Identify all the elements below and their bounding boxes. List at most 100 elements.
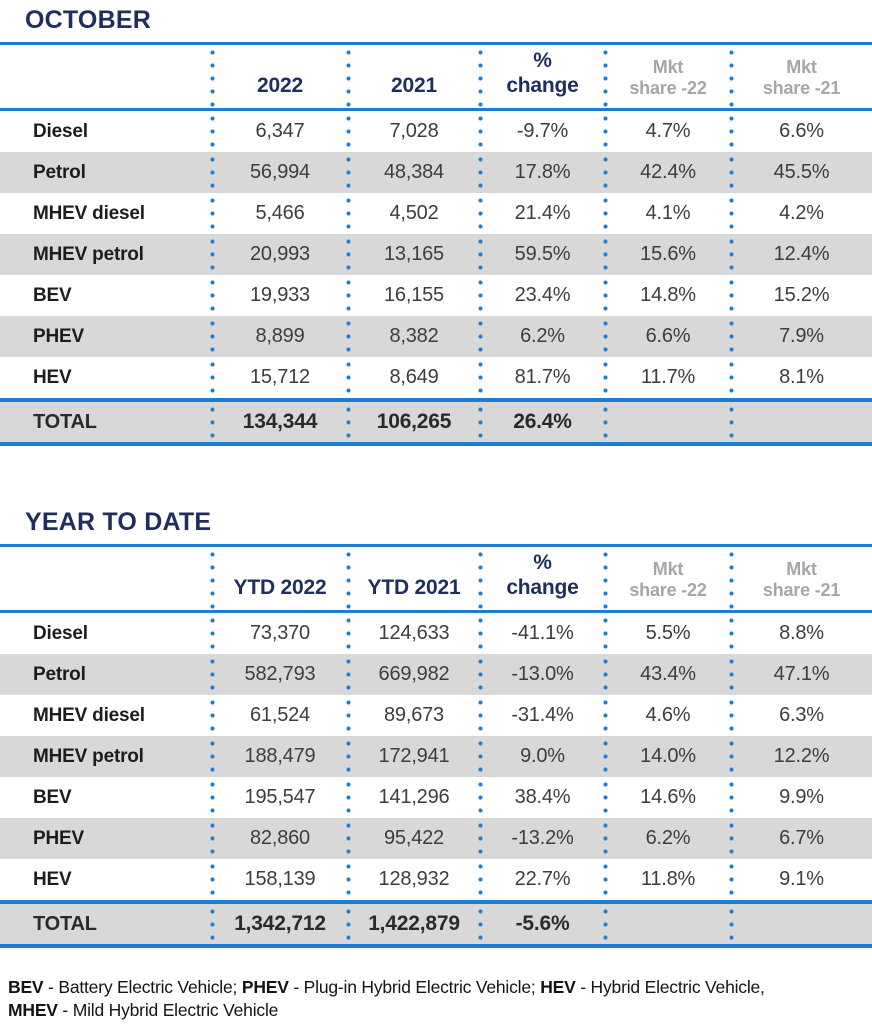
value-cell: 11.8% xyxy=(602,859,731,900)
ytd-data-table: YTD 2022 YTD 2021% change Mkt share -22 Mkt sh… xyxy=(0,544,872,948)
value-cell: 128,932 xyxy=(345,859,480,900)
value-cell: 20,993 xyxy=(209,234,348,275)
value-cell: 5,466 xyxy=(209,193,348,234)
value-cell: 22.7% xyxy=(477,859,605,900)
value-cell: 6.3% xyxy=(728,695,872,736)
table-row: PHEV 82,860 95,422 -13.2% 6.2% 6.7% xyxy=(0,818,872,859)
table-title-year-to-date: YEAR TO DATE xyxy=(25,508,212,536)
value-cell: 15.6% xyxy=(602,234,731,275)
row-label: PHEV xyxy=(33,827,84,849)
value-cell xyxy=(728,904,872,944)
footnote-text: - Battery Electric Vehicle; xyxy=(43,977,242,997)
table-row: MHEV diesel 61,524 89,673 -31.4% 4.6% 6.3% xyxy=(0,695,872,736)
table-row: HEV 158,139 128,932 22.7% 11.8% 9.1% xyxy=(0,859,872,900)
value-cell: 134,344 xyxy=(209,402,348,442)
value-cell: 8,382 xyxy=(345,316,480,357)
footnote-text: - Plug-in Hybrid Electric Vehicle; xyxy=(288,977,541,997)
value-cell: 95,422 xyxy=(345,818,480,859)
value-cell: 158,139 xyxy=(209,859,348,900)
row-label: MHEV diesel xyxy=(33,704,145,726)
footnote-abbreviation: BEV xyxy=(8,977,44,997)
value-cell: 582,793 xyxy=(209,654,348,695)
footnote-text: - Hybrid Electric Vehicle, xyxy=(575,977,765,997)
value-cell: 61,524 xyxy=(209,695,348,736)
value-cell xyxy=(602,904,731,944)
column-header: Mkt share -21 xyxy=(728,45,872,108)
value-cell: 4.6% xyxy=(602,695,731,736)
value-cell: 23.4% xyxy=(477,275,605,316)
value-cell: 16,155 xyxy=(345,275,480,316)
value-cell: 1,342,712 xyxy=(209,904,348,944)
row-label: Diesel xyxy=(33,120,88,142)
value-cell: -41.1% xyxy=(477,613,605,654)
value-cell: 56,994 xyxy=(209,152,348,193)
column-header: % change xyxy=(477,547,605,610)
value-cell: 15.2% xyxy=(728,275,872,316)
value-cell: 9.0% xyxy=(477,736,605,777)
table-row: MHEV petrol 20,993 13,165 59.5% 15.6% 12.4% xyxy=(0,234,872,275)
value-cell: -13.0% xyxy=(477,654,605,695)
value-cell: 8.1% xyxy=(728,357,872,398)
column-header: Mkt share -22 xyxy=(602,45,731,108)
value-cell: 172,941 xyxy=(345,736,480,777)
column-header: 2021 xyxy=(345,45,480,108)
value-cell: 47.1% xyxy=(728,654,872,695)
column-header: % change xyxy=(477,45,605,108)
row-label: TOTAL xyxy=(33,410,97,433)
row-label: MHEV diesel xyxy=(33,202,145,224)
row-label: Petrol xyxy=(33,663,86,685)
value-cell: 19,933 xyxy=(209,275,348,316)
value-cell: 12.4% xyxy=(728,234,872,275)
value-cell: 188,479 xyxy=(209,736,348,777)
value-cell: 14.8% xyxy=(602,275,731,316)
footnote-text: - Mild Hybrid Electric Vehicle xyxy=(57,999,279,1020)
value-cell xyxy=(602,402,731,442)
table-title-october: OCTOBER xyxy=(25,6,151,34)
value-cell: 43.4% xyxy=(602,654,731,695)
table-row: MHEV diesel 5,466 4,502 21.4% 4.1% 4.2% xyxy=(0,193,872,234)
value-cell: 6.6% xyxy=(602,316,731,357)
value-cell: 4,502 xyxy=(345,193,480,234)
value-cell: 11.7% xyxy=(602,357,731,398)
value-cell: 8,649 xyxy=(345,357,480,398)
column-header: Mkt share -21 xyxy=(728,547,872,610)
value-cell: 6,347 xyxy=(209,111,348,152)
total-row: TOTAL 134,344 106,265 26.4% xyxy=(0,398,872,442)
table-row: PHEV 8,899 8,382 6.2% 6.6% 7.9% xyxy=(0,316,872,357)
value-cell: 106,265 xyxy=(345,402,480,442)
value-cell: 669,982 xyxy=(345,654,480,695)
value-cell: 82,860 xyxy=(209,818,348,859)
table-row: BEV 195,547 141,296 38.4% 14.6% 9.9% xyxy=(0,777,872,818)
footnote-abbreviation: MHEV xyxy=(8,999,58,1020)
value-cell: 12.2% xyxy=(728,736,872,777)
value-cell: 73,370 xyxy=(209,613,348,654)
value-cell: 4.1% xyxy=(602,193,731,234)
column-header: YTD 2021 xyxy=(345,547,480,610)
value-cell: 4.7% xyxy=(602,111,731,152)
value-cell xyxy=(728,402,872,442)
value-cell: 59.5% xyxy=(477,234,605,275)
header-row: 2022 2021% change Mkt share -22 Mkt share -21 xyxy=(0,45,872,111)
row-label: HEV xyxy=(33,366,72,388)
october-data-table: 2022 2021% change Mkt share -22 Mkt share -21 D… xyxy=(0,42,872,446)
value-cell: 124,633 xyxy=(345,613,480,654)
table-row: Petrol 56,994 48,384 17.8% 42.4% 45.5% xyxy=(0,152,872,193)
value-cell: 6.6% xyxy=(728,111,872,152)
value-cell: 6.7% xyxy=(728,818,872,859)
value-cell: -9.7% xyxy=(477,111,605,152)
value-cell: 6.2% xyxy=(477,316,605,357)
value-cell: 9.9% xyxy=(728,777,872,818)
row-label: BEV xyxy=(33,284,72,306)
value-cell: -31.4% xyxy=(477,695,605,736)
value-cell: 8,899 xyxy=(209,316,348,357)
row-label: MHEV petrol xyxy=(33,745,144,767)
value-cell: 7,028 xyxy=(345,111,480,152)
value-cell: 21.4% xyxy=(477,193,605,234)
october-table-section: OCTOBER 2022 2021% change Mkt share -22 Mkt sh… xyxy=(0,6,872,446)
table-row: Diesel 73,370 124,633 -41.1% 5.5% 8.8% xyxy=(0,613,872,654)
value-cell: 81.7% xyxy=(477,357,605,398)
row-label: Diesel xyxy=(33,622,88,644)
row-label: PHEV xyxy=(33,325,84,347)
value-cell: 45.5% xyxy=(728,152,872,193)
